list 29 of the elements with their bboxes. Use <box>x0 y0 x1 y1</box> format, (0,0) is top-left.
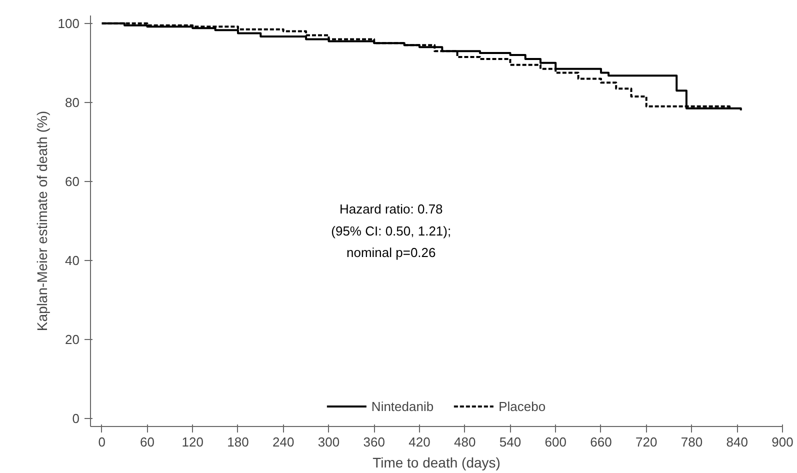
x-tick-label: 60 <box>140 434 154 450</box>
legend-label: Nintedanib <box>371 398 434 414</box>
x-axis-title: Time to death (days) <box>372 454 500 470</box>
x-tick-label: 540 <box>499 434 522 450</box>
x-tick-label: 660 <box>590 434 612 450</box>
y-tick-label: 60 <box>65 174 80 189</box>
x-tick-label: 360 <box>363 434 385 450</box>
x-tick-label: 480 <box>454 434 476 450</box>
x-tick-label: 600 <box>544 434 566 450</box>
x-tick-label: 180 <box>227 434 249 450</box>
x-tick-label: 720 <box>636 434 658 450</box>
x-tick-label: 300 <box>318 434 340 450</box>
y-tick-label: 80 <box>65 94 80 110</box>
x-tick-label: 420 <box>408 434 430 450</box>
x-tick-label: 780 <box>680 434 703 450</box>
annotation: nominal p=0.26 <box>346 245 436 260</box>
x-tick-label: 240 <box>272 434 294 450</box>
x-tick-label: 900 <box>772 434 794 450</box>
y-tick-label: 20 <box>65 332 80 348</box>
annotation: Hazard ratio: 0.78 <box>339 202 443 217</box>
legend-label: Placebo <box>498 398 546 414</box>
y-tick-label: 40 <box>65 253 80 268</box>
x-tick-label: 840 <box>726 434 748 450</box>
annotation: (95% CI: 0.50, 1.21); <box>331 223 452 238</box>
x-tick-label: 0 <box>98 434 106 450</box>
y-tick-label: 100 <box>58 16 80 31</box>
x-tick-label: 120 <box>182 434 204 450</box>
y-axis-title: Kaplan-Meier estimate of death (%) <box>34 110 50 332</box>
y-tick-label: 0 <box>72 411 80 426</box>
